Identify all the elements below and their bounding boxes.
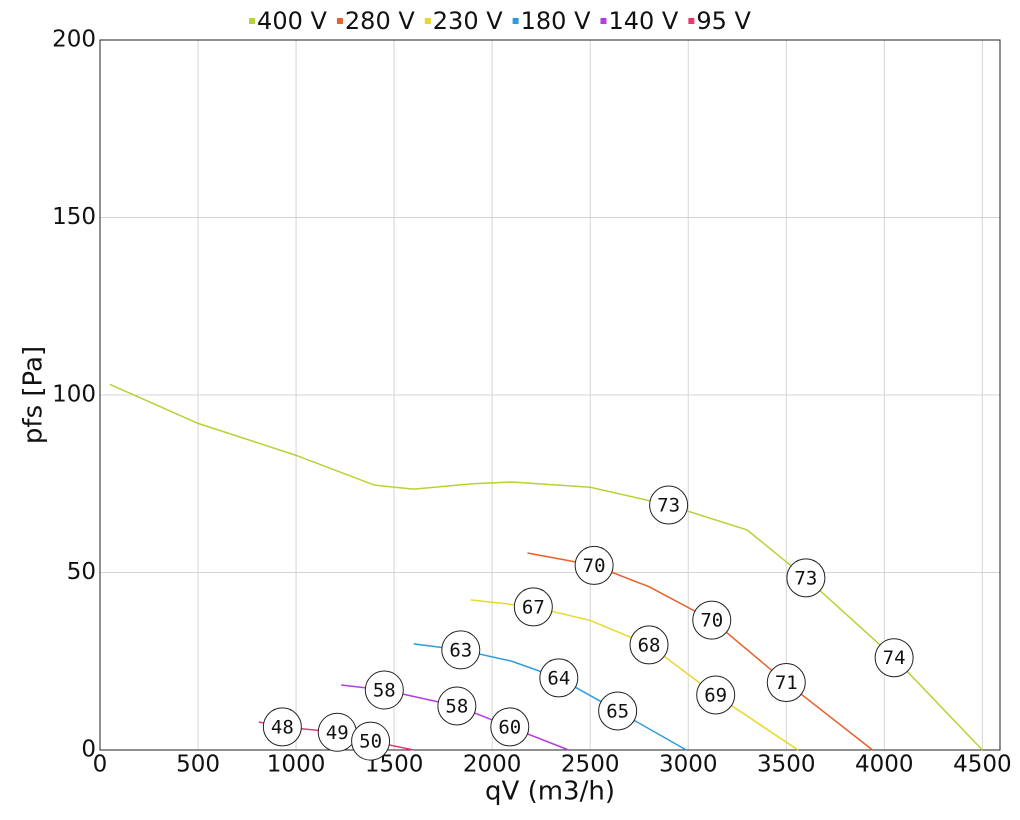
point-label: 71 — [775, 672, 798, 694]
point-label: 67 — [522, 596, 545, 618]
legend-swatch — [336, 18, 343, 24]
x-tick-label: 1000 — [267, 752, 326, 778]
legend-label: 95 V — [696, 7, 751, 35]
point-label: 73 — [657, 495, 680, 517]
y-tick-label: 100 — [52, 382, 96, 408]
y-tick-label: 50 — [67, 559, 96, 585]
point-label-circle — [441, 630, 481, 670]
point-label-circle — [874, 638, 914, 678]
point-label-circle — [262, 707, 302, 747]
legend-swatch — [600, 18, 607, 24]
point-label-circle — [364, 670, 404, 710]
point-label: 68 — [638, 634, 661, 656]
point-label: 50 — [359, 731, 382, 753]
point-label: 60 — [498, 716, 521, 738]
legend-swatch — [688, 18, 695, 24]
x-tick-label: 0 — [93, 752, 108, 778]
point-label: 74 — [883, 647, 906, 669]
point-label: 65 — [606, 700, 629, 722]
point-label-circle — [351, 721, 391, 761]
legend-swatch — [249, 18, 256, 24]
point-label: 64 — [547, 667, 570, 689]
x-tick-label: 2000 — [463, 752, 522, 778]
point-label-circle — [598, 691, 638, 731]
y-tick-label: 150 — [52, 204, 96, 230]
legend-label: 180 V — [521, 7, 591, 35]
point-label: 48 — [271, 716, 294, 738]
legend-label: 400 V — [257, 7, 327, 35]
point-label-circle — [574, 545, 614, 585]
legend: 400 V 280 V 230 V 180 V 140 V 95 V — [249, 7, 752, 35]
point-label-circle — [490, 707, 530, 747]
point-label: 58 — [373, 680, 396, 702]
x-tick-label: 2500 — [561, 752, 620, 778]
point-label-circle — [629, 625, 669, 665]
legend-label: 230 V — [433, 7, 503, 35]
legend-swatch — [512, 18, 519, 24]
point-label-circle — [692, 600, 732, 640]
plot-frame — [99, 39, 1001, 751]
x-tick-label: 3000 — [659, 752, 718, 778]
x-tick-label: 4500 — [953, 752, 1012, 778]
legend-swatch — [424, 18, 431, 24]
point-label-circle — [766, 663, 806, 703]
y-axis-label: pfs [Pa] — [19, 346, 49, 444]
point-label: 49 — [326, 722, 349, 744]
point-label: 58 — [445, 695, 468, 717]
point-label: 69 — [704, 684, 727, 706]
series-line — [109, 383, 983, 751]
legend-label: 280 V — [345, 7, 415, 35]
point-label-circle — [786, 558, 826, 598]
y-tick-label: 0 — [81, 737, 96, 763]
point-label-circle — [437, 686, 477, 726]
x-tick-label: 500 — [176, 752, 220, 778]
y-tick-label: 200 — [52, 27, 96, 53]
legend-label: 140 V — [608, 7, 678, 35]
point-label: 63 — [449, 639, 472, 661]
point-label: 70 — [700, 610, 723, 632]
x-axis-label: qV (m3/h) — [485, 777, 615, 807]
point-label: 70 — [583, 555, 606, 577]
point-label-circle — [696, 675, 736, 715]
point-label: 73 — [794, 567, 817, 589]
x-tick-label: 3500 — [757, 752, 816, 778]
point-label-circle — [649, 485, 689, 525]
point-label-circle — [513, 587, 553, 627]
point-label-circle — [539, 658, 579, 698]
x-tick-label: 4000 — [855, 752, 914, 778]
